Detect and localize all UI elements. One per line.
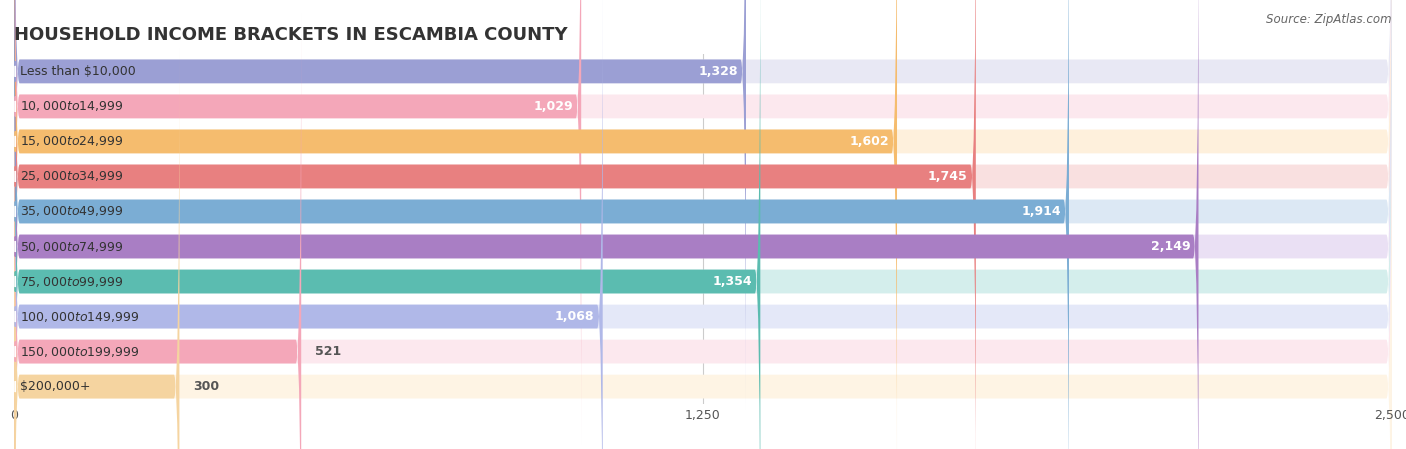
FancyBboxPatch shape <box>14 48 1392 449</box>
Text: Less than $10,000: Less than $10,000 <box>20 65 135 78</box>
FancyBboxPatch shape <box>14 0 897 449</box>
Text: 1,328: 1,328 <box>699 65 738 78</box>
Text: $75,000 to $99,999: $75,000 to $99,999 <box>20 274 124 289</box>
Text: 1,029: 1,029 <box>533 100 572 113</box>
FancyBboxPatch shape <box>14 0 1198 449</box>
FancyBboxPatch shape <box>14 0 581 445</box>
Text: 1,745: 1,745 <box>928 170 967 183</box>
Text: 1,068: 1,068 <box>555 310 595 323</box>
Text: Source: ZipAtlas.com: Source: ZipAtlas.com <box>1267 13 1392 26</box>
FancyBboxPatch shape <box>14 13 301 449</box>
Text: 1,602: 1,602 <box>849 135 889 148</box>
FancyBboxPatch shape <box>14 0 1069 449</box>
Text: $15,000 to $24,999: $15,000 to $24,999 <box>20 134 124 149</box>
FancyBboxPatch shape <box>14 0 1392 449</box>
Text: 521: 521 <box>315 345 342 358</box>
Text: 2,149: 2,149 <box>1150 240 1191 253</box>
Text: 300: 300 <box>193 380 219 393</box>
Text: $25,000 to $34,999: $25,000 to $34,999 <box>20 169 124 184</box>
Text: $200,000+: $200,000+ <box>20 380 90 393</box>
FancyBboxPatch shape <box>14 0 1392 409</box>
Text: $150,000 to $199,999: $150,000 to $199,999 <box>20 344 139 359</box>
FancyBboxPatch shape <box>14 0 747 409</box>
FancyBboxPatch shape <box>14 0 603 449</box>
Text: 1,914: 1,914 <box>1021 205 1060 218</box>
FancyBboxPatch shape <box>14 0 1392 449</box>
FancyBboxPatch shape <box>14 0 976 449</box>
FancyBboxPatch shape <box>14 0 1392 449</box>
FancyBboxPatch shape <box>14 13 1392 449</box>
Text: $10,000 to $14,999: $10,000 to $14,999 <box>20 99 124 114</box>
FancyBboxPatch shape <box>14 0 1392 449</box>
Text: HOUSEHOLD INCOME BRACKETS IN ESCAMBIA COUNTY: HOUSEHOLD INCOME BRACKETS IN ESCAMBIA CO… <box>14 26 568 44</box>
Text: $100,000 to $149,999: $100,000 to $149,999 <box>20 309 139 324</box>
Text: $35,000 to $49,999: $35,000 to $49,999 <box>20 204 124 219</box>
FancyBboxPatch shape <box>14 0 1392 449</box>
Text: $50,000 to $74,999: $50,000 to $74,999 <box>20 239 124 254</box>
FancyBboxPatch shape <box>14 0 761 449</box>
FancyBboxPatch shape <box>14 0 1392 445</box>
FancyBboxPatch shape <box>14 48 180 449</box>
FancyBboxPatch shape <box>14 0 1392 449</box>
Text: 1,354: 1,354 <box>713 275 752 288</box>
